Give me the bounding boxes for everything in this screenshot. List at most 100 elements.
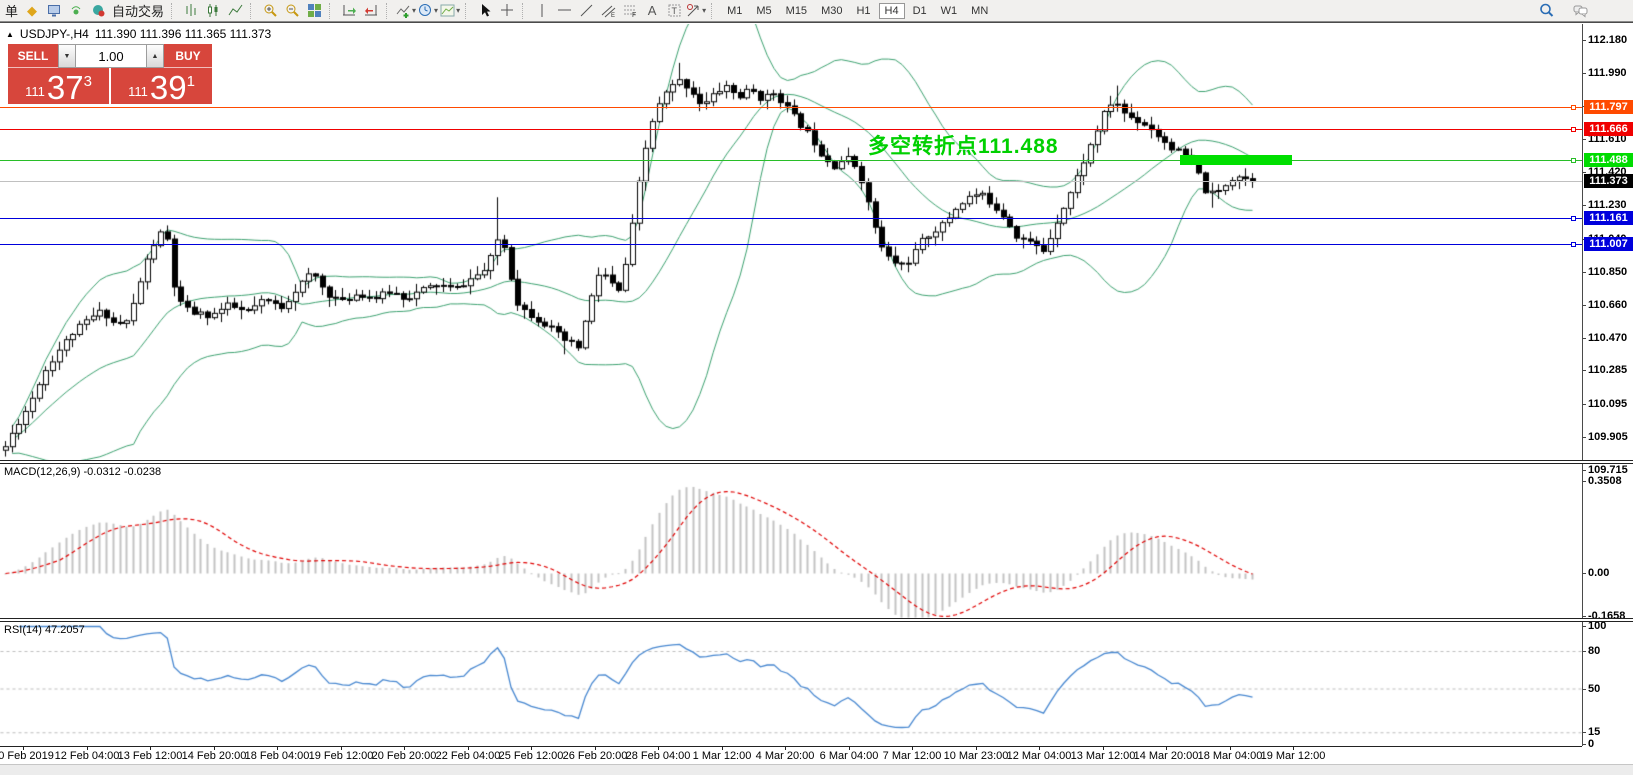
price-axis-label: 110.850 xyxy=(1588,266,1628,278)
timeframe-m30[interactable]: M30 xyxy=(821,4,843,17)
signals-icon[interactable] xyxy=(66,2,86,20)
macd-canvas[interactable] xyxy=(0,464,1582,619)
shapes-icon[interactable]: ▾ xyxy=(686,2,706,20)
fibonacci-icon[interactable]: F xyxy=(620,2,640,20)
price-horizontal-line[interactable] xyxy=(0,107,1582,108)
price-axis-label: 111.610 xyxy=(1588,133,1627,145)
price-axis-label: 112.180 xyxy=(1588,34,1628,46)
rsi-value: 47.2057 xyxy=(44,624,85,636)
price-axis-tickmark xyxy=(1582,73,1586,74)
chart-annotation-text[interactable]: 多空转折点111.488 xyxy=(868,135,1059,158)
price-horizontal-line[interactable] xyxy=(0,129,1582,130)
toolbar-right-icons xyxy=(1535,2,1591,20)
line-handle[interactable] xyxy=(1571,127,1576,132)
price-axis-label: 109.905 xyxy=(1588,431,1628,443)
channel-icon[interactable]: E xyxy=(598,2,618,20)
rsi-canvas[interactable] xyxy=(0,622,1582,745)
window-border xyxy=(0,22,1633,23)
new-order-icon[interactable]: ◆ xyxy=(27,2,38,18)
timeframe-w1[interactable]: W1 xyxy=(940,4,958,17)
timeframe-mn[interactable]: MN xyxy=(971,4,989,17)
cursor-icon[interactable] xyxy=(475,2,495,20)
time-axis-tickmark xyxy=(976,746,977,750)
macd-axis-tickmark xyxy=(1582,481,1586,482)
zoom-in-icon[interactable] xyxy=(260,2,280,20)
cursor-group xyxy=(474,2,518,20)
buy-price-pips: 39 xyxy=(149,68,187,106)
price-axis-label: 110.470 xyxy=(1588,332,1628,344)
horizontal-line-icon[interactable] xyxy=(554,2,574,20)
timeframe-m15[interactable]: M15 xyxy=(785,4,808,17)
line-handle[interactable] xyxy=(1571,242,1576,247)
main-chart-canvas[interactable] xyxy=(0,24,1582,462)
line-handle[interactable] xyxy=(1571,105,1576,110)
trendline-icon[interactable] xyxy=(576,2,596,20)
line-handle[interactable] xyxy=(1571,216,1576,221)
autotrading-icon[interactable] xyxy=(88,2,108,20)
chart-shift-icon[interactable] xyxy=(361,2,381,20)
periods-icon[interactable]: ▾ xyxy=(418,2,438,20)
time-axis-tickmark xyxy=(1230,746,1231,750)
time-axis-tickmark xyxy=(722,746,723,750)
volume-input[interactable]: 1.00 xyxy=(76,44,146,68)
timeframe-h1[interactable]: H1 xyxy=(856,4,871,17)
auto-scroll-icon[interactable] xyxy=(339,2,359,20)
time-axis-tickmark xyxy=(1293,746,1294,750)
timeframe-d1[interactable]: D1 xyxy=(912,4,927,17)
shapes-dropdown[interactable]: ▾ xyxy=(702,6,707,15)
templates-icon[interactable]: ▾ xyxy=(440,2,460,20)
collapse-icon[interactable]: ▲ xyxy=(6,29,14,39)
templates-dropdown[interactable]: ▾ xyxy=(456,6,461,15)
candlestick-chart-icon[interactable] xyxy=(203,2,223,20)
highlight-rectangle[interactable] xyxy=(1180,155,1292,165)
time-axis-label: 10 Mar 23:00 xyxy=(943,750,1009,762)
rsi-axis-tickmark xyxy=(1582,626,1586,627)
search-icon[interactable] xyxy=(1536,2,1556,20)
toolbar-separator xyxy=(386,2,391,19)
line-chart-icon[interactable] xyxy=(225,2,245,20)
buy-button[interactable]: BUY xyxy=(164,44,212,68)
time-axis-tickmark xyxy=(87,746,88,750)
toolbar: 单 ◆ 自动交易 ▾ ▾ ▾ E F A T ▾ M1 M5 M15 M30 H1 H4 D1 W1 MN xyxy=(0,0,1633,22)
terminal-icon[interactable] xyxy=(44,2,64,20)
price-horizontal-line[interactable] xyxy=(0,244,1582,245)
volume-decrease-button[interactable]: ▼ xyxy=(58,44,76,68)
sell-button[interactable]: SELL xyxy=(8,44,58,68)
scroll-group xyxy=(338,2,382,20)
vertical-line-icon[interactable] xyxy=(532,2,552,20)
rsi-axis-tickmark xyxy=(1582,732,1586,733)
price-horizontal-line[interactable] xyxy=(0,160,1582,161)
price-horizontal-line[interactable] xyxy=(0,218,1582,219)
price-axis-tickmark xyxy=(1582,205,1586,206)
time-axis-tickmark xyxy=(150,746,151,750)
buy-price-display[interactable]: 111 39 1 xyxy=(111,68,212,104)
price-line-badge: 111.666 xyxy=(1584,122,1633,136)
text-label-icon[interactable]: T xyxy=(664,2,684,20)
tile-windows-icon[interactable] xyxy=(304,2,324,20)
periods-dropdown[interactable]: ▾ xyxy=(434,6,439,15)
price-line-badge: 111.007 xyxy=(1584,237,1633,251)
timeframe-h4[interactable]: H4 xyxy=(878,2,905,19)
rsi-axis-tickmark xyxy=(1582,689,1586,690)
toolbar-separator xyxy=(171,2,176,19)
indicators-icon[interactable]: ▾ xyxy=(396,2,416,20)
line-handle[interactable] xyxy=(1571,158,1576,163)
price-line-badge: 111.488 xyxy=(1584,153,1633,167)
timeframe-m5[interactable]: M5 xyxy=(756,4,772,17)
sell-price-display[interactable]: 111 37 3 xyxy=(8,68,109,104)
time-axis-tickmark xyxy=(214,746,215,750)
text-icon[interactable]: A xyxy=(647,3,657,18)
bar-chart-icon[interactable] xyxy=(181,2,201,20)
zoom-out-icon[interactable] xyxy=(282,2,302,20)
crosshair-icon[interactable] xyxy=(497,2,517,20)
volume-increase-button[interactable]: ▲ xyxy=(146,44,164,68)
order-menu-label[interactable]: 单 xyxy=(5,4,19,19)
panel-divider[interactable] xyxy=(0,618,1633,622)
autotrading-label[interactable]: 自动交易 xyxy=(112,4,165,19)
indicators-dropdown[interactable]: ▾ xyxy=(412,6,417,15)
rsi-name: RSI(14) xyxy=(4,624,42,636)
panel-divider[interactable] xyxy=(0,460,1633,464)
chat-icon[interactable] xyxy=(1570,2,1590,20)
current-price-line xyxy=(0,181,1582,182)
timeframe-m1[interactable]: M1 xyxy=(727,4,743,17)
